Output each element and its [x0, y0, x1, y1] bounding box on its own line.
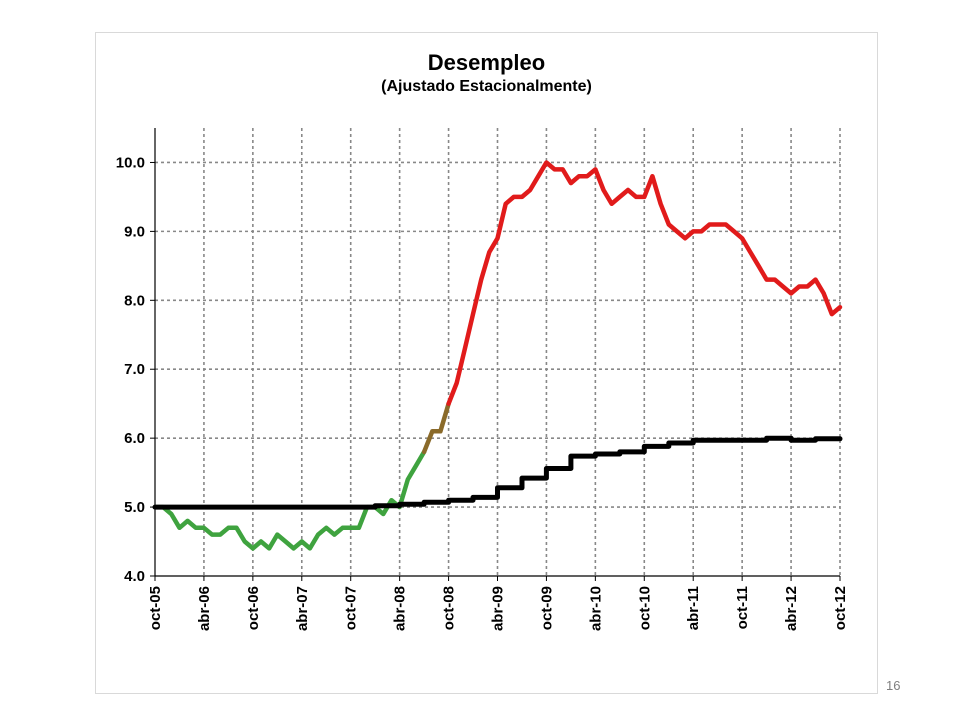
x-tick-label-7: abr-09: [490, 586, 507, 631]
x-tick-label-1: abr-06: [196, 586, 213, 631]
y-tick-label-1: 5.0: [124, 499, 145, 516]
chart-title: Desempleo: [427, 50, 546, 75]
chart-lines: [152, 160, 843, 551]
x-tick-label-12: oct-11: [734, 586, 751, 629]
x-tick-label-4: oct-07: [343, 586, 360, 630]
x-tick-label-2: oct-06: [245, 586, 262, 630]
x-tick-label-8: oct-09: [538, 586, 555, 630]
y-tick-label-5: 9.0: [124, 223, 145, 240]
series-line-high: [446, 160, 843, 406]
series-line-transition: [421, 401, 451, 455]
chart-axes: 4.0 5.0 6.0 7.0 8.0 9.0 10.0 oct-05 abr-06 oct-06…: [116, 128, 849, 631]
x-tick-label-10: oct-10: [636, 586, 653, 630]
slide-frame: [95, 32, 878, 694]
x-tick-label-11: abr-11: [685, 586, 702, 630]
y-tick-label-2: 6.0: [124, 430, 145, 447]
x-tick-label-5: abr-08: [392, 586, 409, 631]
y-tick-label-6: 10.0: [116, 154, 145, 171]
y-tick-label-0: 4.0: [124, 568, 145, 585]
y-tick-label-4: 8.0: [124, 292, 145, 309]
x-tick-label-3: abr-07: [294, 586, 311, 631]
series-line-natural_rate: [152, 435, 843, 510]
x-tick-label-14: oct-12: [832, 586, 849, 630]
chart-subtitle: (Ajustado Estacionalmente): [381, 78, 592, 95]
page-number: 16: [886, 678, 901, 693]
series-line-low: [152, 449, 427, 551]
x-tick-label-0: oct-05: [147, 586, 164, 630]
x-tick-label-9: abr-10: [587, 586, 604, 631]
x-tick-label-13: abr-12: [783, 586, 800, 631]
x-tick-label-6: oct-08: [441, 586, 458, 630]
y-tick-label-3: 7.0: [124, 361, 145, 378]
chart-grid: [155, 128, 841, 576]
